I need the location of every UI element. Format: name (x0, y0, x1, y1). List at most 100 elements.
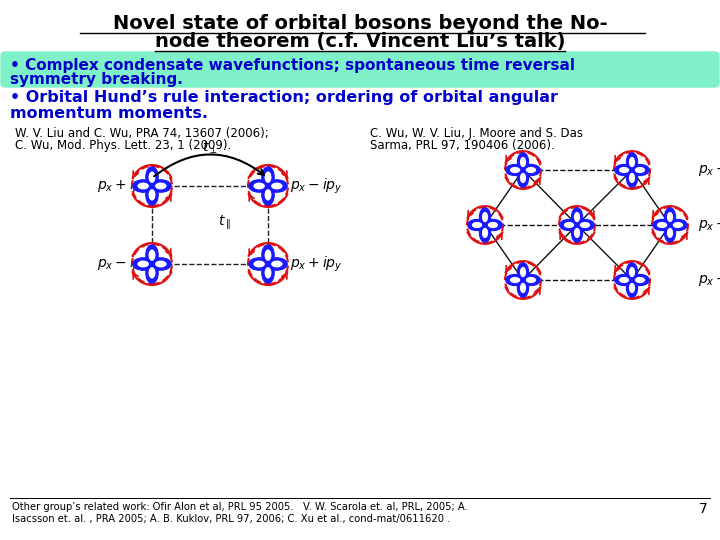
Text: • Complex condensate wavefunctions; spontaneous time reversal: • Complex condensate wavefunctions; spon… (10, 58, 575, 73)
Ellipse shape (138, 183, 149, 190)
Ellipse shape (264, 171, 271, 183)
Ellipse shape (145, 245, 158, 266)
Ellipse shape (266, 258, 287, 270)
Text: $p_x - ip_y$: $p_x - ip_y$ (698, 160, 720, 180)
Text: C. Wu, W. V. Liu, J. Moore and S. Das: C. Wu, W. V. Liu, J. Moore and S. Das (370, 127, 583, 140)
Ellipse shape (574, 212, 580, 222)
Ellipse shape (480, 224, 490, 242)
Ellipse shape (249, 180, 269, 192)
Ellipse shape (629, 173, 635, 183)
Ellipse shape (518, 279, 528, 298)
Ellipse shape (572, 208, 582, 226)
Ellipse shape (472, 222, 482, 228)
Ellipse shape (626, 153, 638, 171)
Ellipse shape (148, 267, 156, 279)
Text: • Orbital Hund’s rule interaction; ordering of orbital angular: • Orbital Hund’s rule interaction; order… (10, 90, 558, 105)
Ellipse shape (572, 224, 582, 242)
FancyBboxPatch shape (1, 52, 719, 87)
Ellipse shape (526, 167, 536, 173)
Text: $p_x - ip_y$: $p_x - ip_y$ (97, 254, 150, 274)
Ellipse shape (249, 258, 269, 270)
Ellipse shape (271, 183, 282, 190)
Text: Novel state of orbital bosons beyond the No-: Novel state of orbital bosons beyond the… (113, 14, 607, 33)
Ellipse shape (665, 224, 675, 242)
Ellipse shape (619, 277, 629, 283)
Ellipse shape (564, 222, 574, 228)
Text: $p_x - ip_y$: $p_x - ip_y$ (290, 177, 343, 195)
Ellipse shape (518, 168, 528, 187)
Ellipse shape (510, 277, 520, 283)
Ellipse shape (518, 153, 528, 171)
Ellipse shape (505, 164, 524, 176)
Ellipse shape (132, 180, 153, 192)
Ellipse shape (271, 261, 282, 267)
Ellipse shape (145, 185, 158, 205)
Ellipse shape (468, 219, 487, 231)
Ellipse shape (629, 157, 635, 167)
Ellipse shape (482, 212, 488, 222)
Ellipse shape (665, 208, 675, 226)
Ellipse shape (264, 267, 271, 279)
Ellipse shape (580, 222, 590, 228)
Ellipse shape (635, 277, 645, 283)
Text: Sarma, PRL 97, 190406 (2006).: Sarma, PRL 97, 190406 (2006). (370, 139, 554, 152)
Ellipse shape (155, 261, 166, 267)
Text: $t_\parallel$: $t_\parallel$ (218, 214, 231, 232)
Ellipse shape (631, 164, 649, 176)
Ellipse shape (484, 219, 503, 231)
Ellipse shape (629, 283, 635, 293)
Ellipse shape (653, 219, 672, 231)
Ellipse shape (626, 168, 638, 187)
Ellipse shape (629, 267, 635, 277)
Ellipse shape (520, 157, 526, 167)
Ellipse shape (264, 249, 271, 261)
Text: momentum moments.: momentum moments. (10, 106, 208, 121)
Text: $p_x + ip_y$: $p_x + ip_y$ (290, 254, 343, 274)
Ellipse shape (520, 283, 526, 293)
Ellipse shape (631, 274, 649, 286)
Ellipse shape (635, 167, 645, 173)
Ellipse shape (262, 185, 274, 205)
Ellipse shape (615, 274, 634, 286)
Ellipse shape (520, 173, 526, 183)
Text: 7: 7 (699, 502, 708, 516)
Ellipse shape (262, 245, 274, 266)
Ellipse shape (262, 262, 274, 284)
Ellipse shape (148, 249, 156, 261)
Ellipse shape (669, 219, 688, 231)
Ellipse shape (518, 262, 528, 281)
Ellipse shape (155, 183, 166, 190)
Ellipse shape (521, 164, 540, 176)
Ellipse shape (253, 261, 265, 267)
Ellipse shape (575, 219, 594, 231)
Ellipse shape (626, 262, 638, 281)
Ellipse shape (521, 274, 540, 286)
Ellipse shape (480, 208, 490, 226)
Text: W. V. Liu and C. Wu, PRA 74, 13607 (2006);: W. V. Liu and C. Wu, PRA 74, 13607 (2006… (15, 127, 269, 140)
Ellipse shape (132, 258, 153, 270)
Ellipse shape (488, 222, 498, 228)
Ellipse shape (619, 167, 629, 173)
Text: Isacsson et. al. , PRA 2005; A. B. Kuklov, PRL 97, 2006; C. Xu et al., cond-mat/: Isacsson et. al. , PRA 2005; A. B. Kuklo… (12, 514, 451, 524)
Ellipse shape (657, 222, 667, 228)
Ellipse shape (559, 219, 578, 231)
Text: $p_x + ip_y$: $p_x + ip_y$ (698, 215, 720, 235)
Ellipse shape (148, 189, 156, 200)
Ellipse shape (626, 279, 638, 298)
Text: $p_x + ip_y$: $p_x + ip_y$ (97, 177, 150, 195)
Ellipse shape (150, 180, 171, 192)
Ellipse shape (148, 171, 156, 183)
Text: Other group’s related work: Ofir Alon et al, PRL 95 2005.   V. W. Scarola et. al: Other group’s related work: Ofir Alon et… (12, 502, 468, 512)
Text: $t_\perp$: $t_\perp$ (202, 140, 217, 156)
Ellipse shape (505, 274, 524, 286)
Ellipse shape (145, 167, 158, 187)
Ellipse shape (526, 277, 536, 283)
Ellipse shape (520, 267, 526, 277)
Ellipse shape (262, 167, 274, 187)
Ellipse shape (150, 258, 171, 270)
Ellipse shape (138, 261, 149, 267)
Ellipse shape (510, 167, 520, 173)
Ellipse shape (266, 180, 287, 192)
Ellipse shape (574, 228, 580, 238)
Text: C. Wu, Mod. Phys. Lett. 23, 1 (2009).: C. Wu, Mod. Phys. Lett. 23, 1 (2009). (15, 139, 231, 152)
